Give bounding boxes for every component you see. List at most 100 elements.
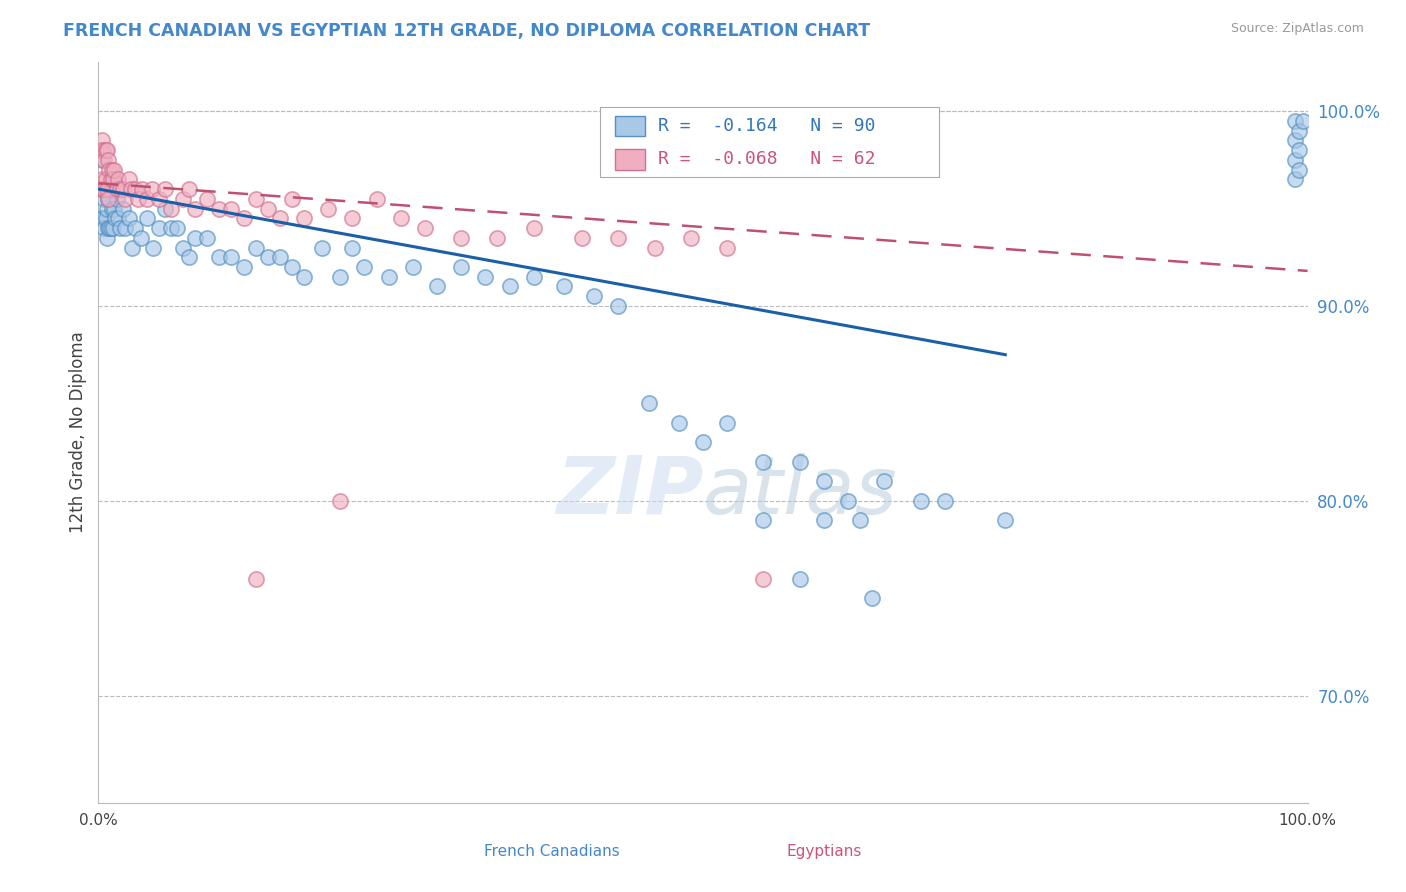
- Point: [131, 182, 153, 196]
- Point: [450, 260, 472, 274]
- Point: [91, 143, 114, 157]
- Point: [316, 202, 339, 216]
- FancyBboxPatch shape: [600, 107, 939, 178]
- Point: [813, 513, 835, 527]
- Point: [108, 182, 131, 196]
- Point: [111, 182, 134, 196]
- Point: [103, 202, 125, 216]
- Point: [498, 279, 520, 293]
- Point: [94, 211, 117, 226]
- Point: [101, 221, 124, 235]
- Point: [100, 172, 122, 186]
- Point: [256, 250, 278, 264]
- Point: [91, 182, 114, 196]
- Point: [860, 591, 883, 606]
- Point: [208, 250, 231, 264]
- Point: [281, 260, 304, 274]
- Point: [668, 416, 690, 430]
- Point: [679, 231, 702, 245]
- Point: [402, 260, 425, 274]
- Point: [571, 231, 593, 245]
- Text: Egyptians: Egyptians: [786, 844, 862, 858]
- Point: [644, 240, 666, 254]
- Point: [1284, 153, 1306, 167]
- Text: ZIP: ZIP: [555, 453, 703, 531]
- Y-axis label: 12th Grade, No Diploma: 12th Grade, No Diploma: [69, 332, 87, 533]
- Point: [292, 269, 315, 284]
- Text: French Canadians: French Canadians: [484, 844, 620, 858]
- Point: [90, 143, 112, 157]
- Point: [281, 192, 304, 206]
- Point: [692, 435, 714, 450]
- Point: [108, 221, 131, 235]
- FancyBboxPatch shape: [614, 149, 645, 169]
- Point: [153, 202, 176, 216]
- Point: [97, 153, 120, 167]
- Point: [97, 221, 120, 235]
- Point: [107, 172, 129, 186]
- Point: [104, 211, 127, 226]
- Point: [232, 211, 254, 226]
- Point: [172, 240, 194, 254]
- Point: [813, 475, 835, 489]
- Point: [129, 231, 152, 245]
- Point: [184, 231, 207, 245]
- Point: [450, 231, 472, 245]
- Point: [93, 192, 115, 206]
- Point: [413, 221, 436, 235]
- Point: [91, 172, 114, 186]
- Point: [114, 192, 136, 206]
- Point: [789, 455, 811, 469]
- Point: [103, 162, 125, 177]
- Point: [118, 172, 141, 186]
- Point: [107, 211, 129, 226]
- Point: [105, 192, 128, 206]
- Point: [553, 279, 575, 293]
- Point: [93, 182, 115, 196]
- Point: [184, 202, 207, 216]
- FancyBboxPatch shape: [614, 116, 645, 136]
- Point: [934, 493, 956, 508]
- Point: [232, 260, 254, 274]
- Point: [583, 289, 606, 303]
- Point: [221, 202, 243, 216]
- Point: [195, 231, 218, 245]
- Point: [100, 162, 122, 177]
- Point: [148, 192, 170, 206]
- Point: [172, 192, 194, 206]
- Point: [94, 182, 117, 196]
- Point: [91, 211, 114, 226]
- Point: [849, 513, 872, 527]
- Point: [1288, 162, 1310, 177]
- Point: [1284, 133, 1306, 147]
- Point: [994, 513, 1017, 527]
- Point: [245, 240, 267, 254]
- Point: [426, 279, 449, 293]
- Point: [1288, 143, 1310, 157]
- Point: [256, 202, 278, 216]
- Point: [127, 192, 149, 206]
- Point: [752, 572, 775, 586]
- Point: [98, 162, 121, 177]
- Point: [100, 202, 122, 216]
- Point: [93, 221, 115, 235]
- Point: [91, 182, 114, 196]
- Point: [789, 572, 811, 586]
- Point: [342, 211, 364, 226]
- Point: [96, 182, 118, 196]
- Point: [94, 172, 117, 186]
- Point: [135, 211, 157, 226]
- Point: [292, 211, 315, 226]
- Point: [389, 211, 412, 226]
- Point: [90, 182, 112, 196]
- Point: [1284, 114, 1306, 128]
- Point: [97, 192, 120, 206]
- Point: [120, 182, 142, 196]
- Point: [100, 221, 122, 235]
- Point: [96, 202, 118, 216]
- Point: [91, 211, 114, 226]
- Point: [94, 143, 117, 157]
- Point: [98, 192, 121, 206]
- Point: [1292, 114, 1315, 128]
- Point: [474, 269, 496, 284]
